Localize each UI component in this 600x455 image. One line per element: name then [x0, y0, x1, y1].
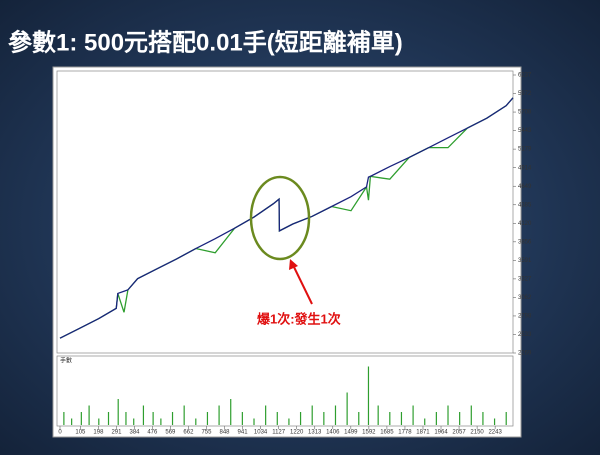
- x-tick-label: 384: [129, 430, 140, 436]
- x-tick-label: 291: [111, 430, 122, 436]
- slide-title: 參數1: 500元搭配0.01手(短距離補單): [8, 28, 403, 56]
- series-line: [59, 97, 514, 339]
- y-tick-label: 3062: [518, 295, 532, 301]
- x-tick-label: 662: [183, 430, 194, 436]
- y-tick-label: 5179: [518, 147, 532, 153]
- x-tick-label: 1499: [344, 430, 358, 436]
- x-tick-label: 848: [220, 430, 231, 436]
- y-tick-label: 4914: [518, 165, 532, 171]
- x-tick-label: 755: [201, 430, 212, 436]
- x-tick-label: 1964: [434, 430, 448, 436]
- x-tick-label: 1778: [398, 430, 412, 436]
- x-tick-label: 2150: [470, 430, 484, 436]
- y-tick-label: 4120: [518, 221, 532, 227]
- arrow: [292, 264, 313, 305]
- x-tick-label: 2057: [452, 430, 466, 436]
- y-tick-label: 3591: [518, 258, 532, 264]
- arrow-head: [289, 259, 298, 270]
- y-tick-label: 2269: [518, 351, 532, 357]
- x-tick-label: 1406: [326, 430, 340, 436]
- x-tick-label: 1685: [380, 430, 394, 436]
- x-tick-label: 569: [165, 430, 176, 436]
- x-tick-label: 198: [93, 430, 104, 436]
- y-tick-label: 3856: [518, 239, 532, 245]
- y-tick-label: 4649: [518, 184, 532, 190]
- y-tick-label: 5443: [518, 128, 532, 134]
- annotation: 爆1次:發生1次: [257, 311, 341, 326]
- y-tick-label: 4385: [518, 202, 532, 208]
- x-tick-label: 476: [147, 430, 158, 436]
- x-tick-label: 1127: [272, 430, 286, 436]
- x-tick-label: 1871: [416, 430, 430, 436]
- main-pane: [56, 70, 514, 354]
- x-tick-label: 0: [58, 430, 62, 436]
- x-tick-label: 1592: [362, 430, 376, 436]
- highlight-ellipse: [249, 175, 311, 261]
- y-tick-label: 6237: [518, 73, 532, 79]
- x-tick-label: 1313: [308, 430, 322, 436]
- y-tick-label: 5972: [518, 91, 532, 97]
- volume-label: 手數: [60, 357, 72, 365]
- x-tick-label: 1034: [254, 430, 268, 436]
- x-tick-label: 1220: [290, 430, 304, 436]
- y-tick-label: 2798: [518, 314, 532, 320]
- y-tick-label: 5708: [518, 110, 532, 116]
- x-tick-label: 941: [238, 430, 249, 436]
- y-tick-label: 2533: [518, 332, 532, 338]
- y-tick-label: 3327: [518, 276, 532, 282]
- x-tick-label: 2243: [488, 430, 502, 436]
- x-tick-label: 105: [75, 430, 86, 436]
- volume-pane: [56, 355, 514, 427]
